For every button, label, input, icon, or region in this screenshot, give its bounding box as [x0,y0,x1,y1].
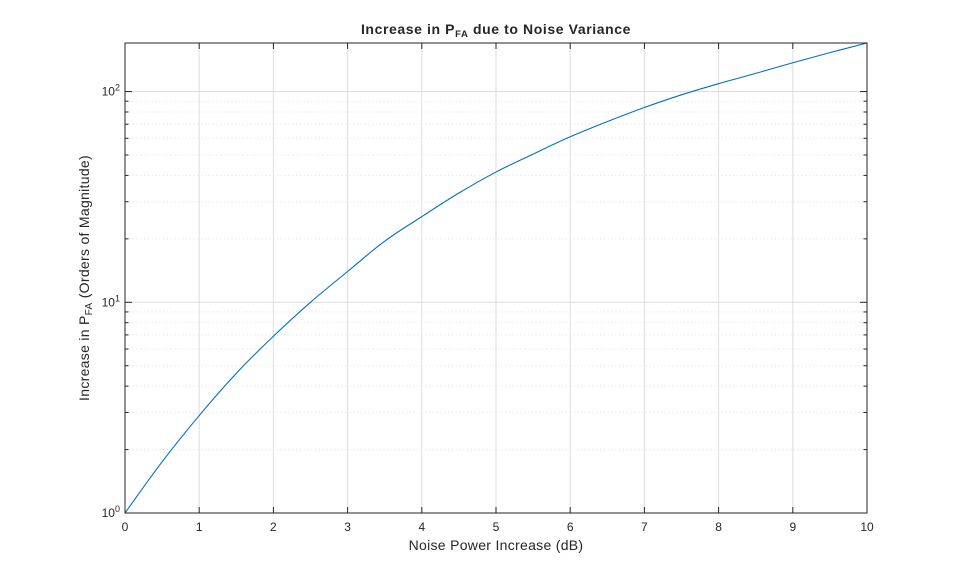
x-tick-label: 9 [789,520,796,534]
x-tick-labels: 0 1 2 3 4 5 6 7 8 9 10 [122,520,874,534]
y-axis-label: Increase in PFA (Orders of Magnitude) [76,155,95,401]
ticks [124,43,868,514]
x-tick-label: 4 [418,520,425,534]
x-tick-label: 8 [715,520,722,534]
x-tick-label: 7 [641,520,648,534]
y-tick-label: 101 [102,293,120,309]
chart-title: Increase in PFA due to Noise Variance [361,21,631,40]
x-tick-label: 2 [270,520,277,534]
y-tick-labels: 100 101 102 [102,83,120,520]
x-tick-label: 0 [122,520,129,534]
x-tick-label: 5 [493,520,500,534]
series-line [124,42,868,514]
series-layer [124,42,868,514]
grid-lines [125,43,867,513]
x-axis-label: Noise Power Increase (dB) [409,537,584,553]
y-tick-label: 102 [102,83,120,99]
y-tick-label: 100 [102,504,120,520]
x-tick-label: 6 [567,520,574,534]
x-tick-label: 10 [860,520,874,534]
x-tick-label: 1 [196,520,203,534]
x-tick-label: 3 [344,520,351,534]
